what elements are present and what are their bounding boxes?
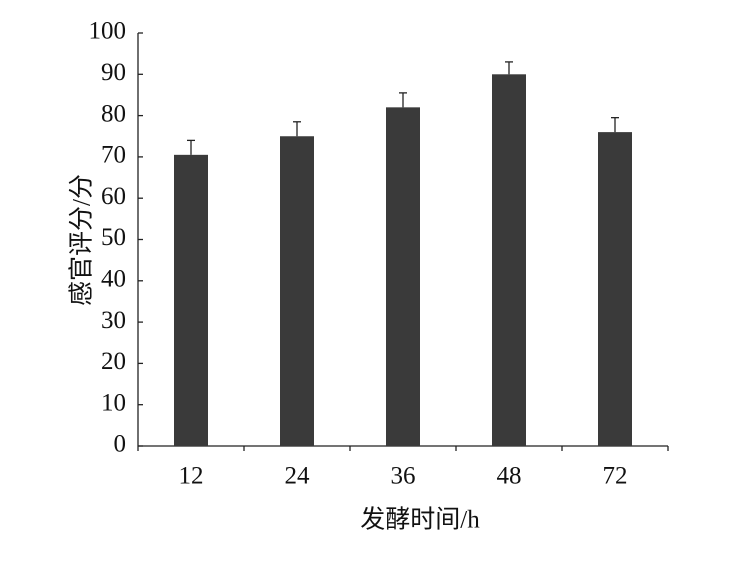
bar <box>492 74 526 447</box>
y-tick-label: 30 <box>101 307 126 334</box>
x-tick-label: 36 <box>391 463 416 490</box>
y-tick-label: 0 <box>114 431 127 458</box>
y-tick-label: 90 <box>101 59 126 86</box>
y-axis-label: 感官评分/分 <box>68 174 96 306</box>
x-tick-label: 12 <box>179 463 204 490</box>
bar <box>280 136 314 446</box>
x-axis-label: 发酵时间/h <box>360 506 480 534</box>
y-tick-label: 40 <box>101 266 126 293</box>
bar <box>386 107 420 446</box>
y-tick-label: 20 <box>101 348 126 375</box>
x-tick-label: 72 <box>603 463 628 490</box>
x-tick-label: 48 <box>497 463 522 490</box>
y-tick-label: 50 <box>101 224 126 251</box>
bar <box>598 132 632 446</box>
y-tick-label: 70 <box>101 142 126 169</box>
bar <box>174 154 208 446</box>
y-tick-label: 10 <box>101 389 126 416</box>
y-tick-label: 100 <box>89 18 127 45</box>
y-tick-label: 60 <box>101 183 126 210</box>
x-tick-label: 24 <box>285 463 311 490</box>
y-tick-label: 80 <box>101 100 126 127</box>
